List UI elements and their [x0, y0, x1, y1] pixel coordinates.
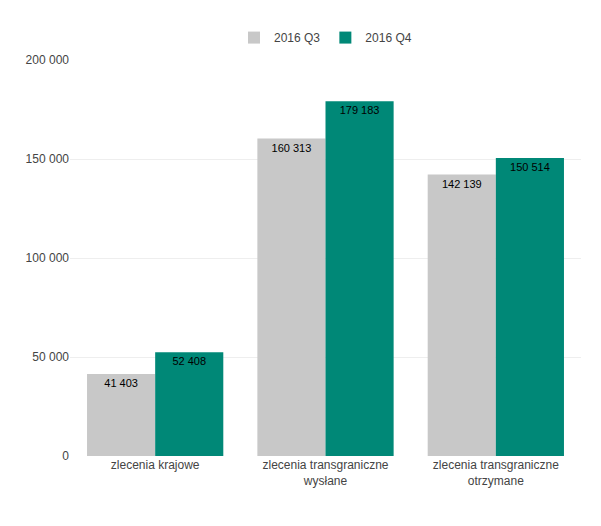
svg-text:100 000: 100 000: [26, 251, 70, 265]
svg-text:200 000: 200 000: [26, 53, 70, 67]
svg-text:150 000: 150 000: [26, 152, 70, 166]
svg-text:zlecenia transgraniczneotrzyma: zlecenia transgraniczneotrzymane: [433, 458, 559, 488]
svg-text:142 139: 142 139: [442, 178, 482, 190]
svg-text:150 514: 150 514: [510, 161, 550, 173]
svg-text:52 408: 52 408: [172, 355, 206, 367]
svg-text:2016 Q4: 2016 Q4: [365, 31, 411, 45]
svg-text:160 313: 160 313: [272, 142, 312, 154]
svg-text:zlecenia transgranicznewysłane: zlecenia transgranicznewysłane: [262, 458, 388, 488]
svg-text:41 403: 41 403: [104, 377, 138, 389]
svg-text:2016 Q3: 2016 Q3: [274, 31, 320, 45]
svg-text:zlecenia krajowe: zlecenia krajowe: [111, 458, 200, 472]
svg-text:0: 0: [62, 449, 69, 463]
svg-text:50 000: 50 000: [32, 350, 69, 364]
svg-text:179 183: 179 183: [340, 104, 380, 116]
